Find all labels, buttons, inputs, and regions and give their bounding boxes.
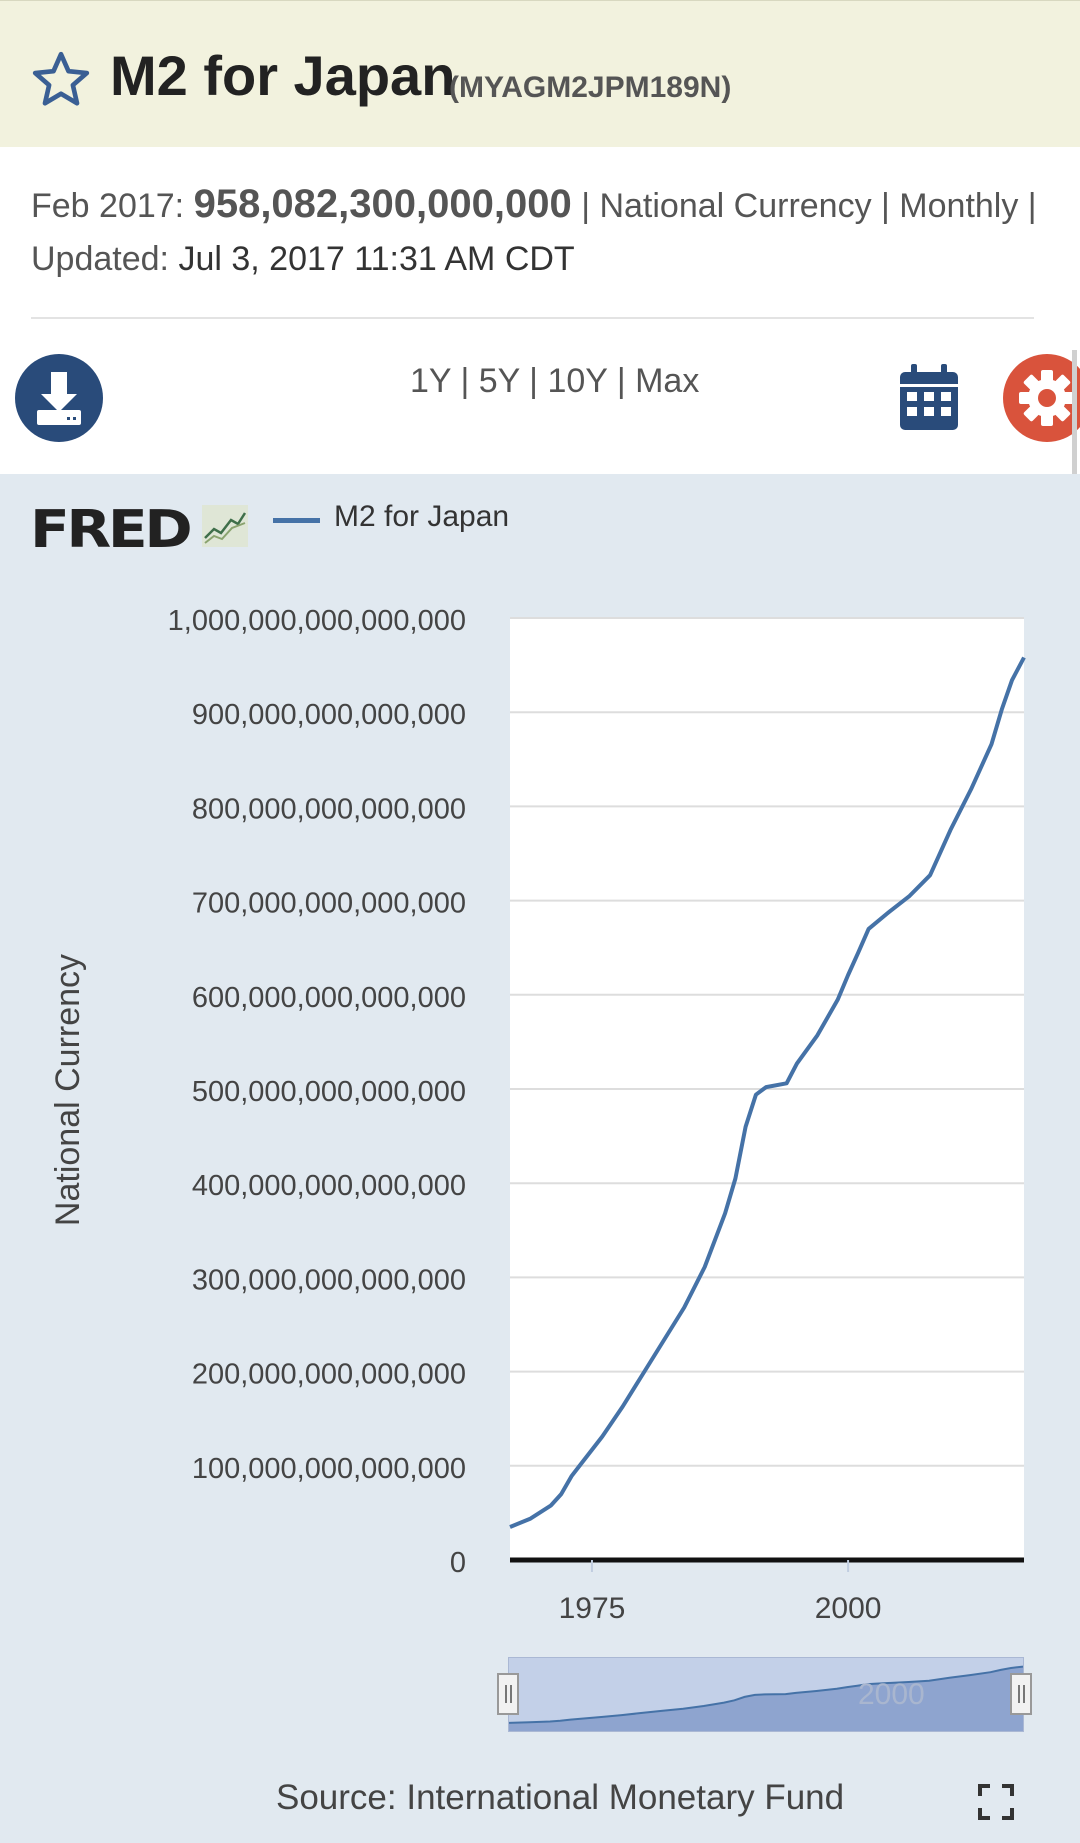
latest-value: 958,082,300,000,000 bbox=[193, 182, 572, 226]
navigator-series bbox=[509, 1665, 1023, 1731]
range-1y[interactable]: 1Y bbox=[410, 362, 451, 400]
fred-graph-icon bbox=[202, 505, 248, 547]
download-icon bbox=[37, 372, 81, 425]
range-10y[interactable]: 10Y bbox=[547, 362, 608, 400]
y-tick-label: 900,000,000,000,000 bbox=[192, 699, 466, 731]
series-line bbox=[509, 656, 1026, 1529]
updated-timestamp: Jul 3, 2017 11:31 AM CDT bbox=[178, 240, 575, 278]
y-tick-label: 400,000,000,000,000 bbox=[192, 1170, 466, 1202]
y-tick-label: 800,000,000,000,000 bbox=[192, 793, 466, 825]
chart: 0 100,000,000,000,000 200,000,000,000,000 3… bbox=[49, 605, 1026, 1625]
y-axis-title: National Currency bbox=[49, 954, 87, 1226]
y-tick-label: 300,000,000,000,000 bbox=[192, 1264, 466, 1296]
range-selector: 1Y | 5Y | 10Y | Max bbox=[410, 362, 700, 400]
navigator-area bbox=[509, 1666, 1023, 1731]
navigator-handle-right[interactable] bbox=[1010, 1673, 1032, 1715]
download-button[interactable] bbox=[15, 354, 103, 442]
x-tick-label: 2000 bbox=[815, 1592, 882, 1625]
y-tick-label: 600,000,000,000,000 bbox=[192, 982, 466, 1014]
latest-observation: Feb 2017: 958,082,300,000,000 | National… bbox=[31, 182, 1037, 227]
star-icon[interactable] bbox=[30, 49, 92, 111]
updated-line: Updated: Jul 3, 2017 11:31 AM CDT bbox=[31, 240, 575, 279]
fullscreen-icon[interactable] bbox=[978, 1784, 1014, 1820]
range-max[interactable]: Max bbox=[635, 362, 700, 400]
legend-label[interactable]: M2 for Japan bbox=[334, 500, 510, 533]
units-frequency: | National Currency | Monthly | bbox=[581, 187, 1037, 225]
page-title: M2 for Japan bbox=[110, 44, 456, 107]
navigator-handle-left[interactable] bbox=[497, 1673, 519, 1715]
scrollbar[interactable] bbox=[1072, 350, 1077, 480]
navigator-year-label: 2000 bbox=[858, 1678, 925, 1711]
y-tick-label: 500,000,000,000,000 bbox=[192, 1076, 466, 1108]
y-tick-label: 200,000,000,000,000 bbox=[192, 1359, 466, 1391]
series-id: (MYAGM2JPM189N) bbox=[449, 71, 732, 104]
navigator-line bbox=[509, 1665, 1023, 1724]
legend-swatch bbox=[273, 518, 320, 523]
range-navigator[interactable]: 2000 bbox=[508, 1657, 1024, 1732]
y-tick-label: 100,000,000,000,000 bbox=[192, 1453, 466, 1485]
fred-logo: FRED bbox=[30, 500, 193, 560]
y-tick-label: 1,000,000,000,000,000 bbox=[168, 605, 466, 637]
y-tick-label: 700,000,000,000,000 bbox=[192, 888, 466, 920]
latest-period: Feb 2017: bbox=[31, 187, 185, 225]
gear-icon bbox=[1019, 370, 1075, 426]
divider bbox=[31, 317, 1034, 319]
x-tick-label: 1975 bbox=[559, 1592, 626, 1625]
calendar-icon[interactable] bbox=[898, 362, 960, 432]
title-bar: M2 for Japan (MYAGM2JPM189N) bbox=[0, 0, 1080, 147]
y-tick-label: 0 bbox=[450, 1547, 466, 1579]
updated-label: Updated: bbox=[31, 240, 169, 278]
settings-button[interactable] bbox=[1003, 354, 1080, 442]
source-note: Source: International Monetary Fund bbox=[276, 1778, 845, 1817]
range-5y[interactable]: 5Y bbox=[478, 362, 520, 400]
